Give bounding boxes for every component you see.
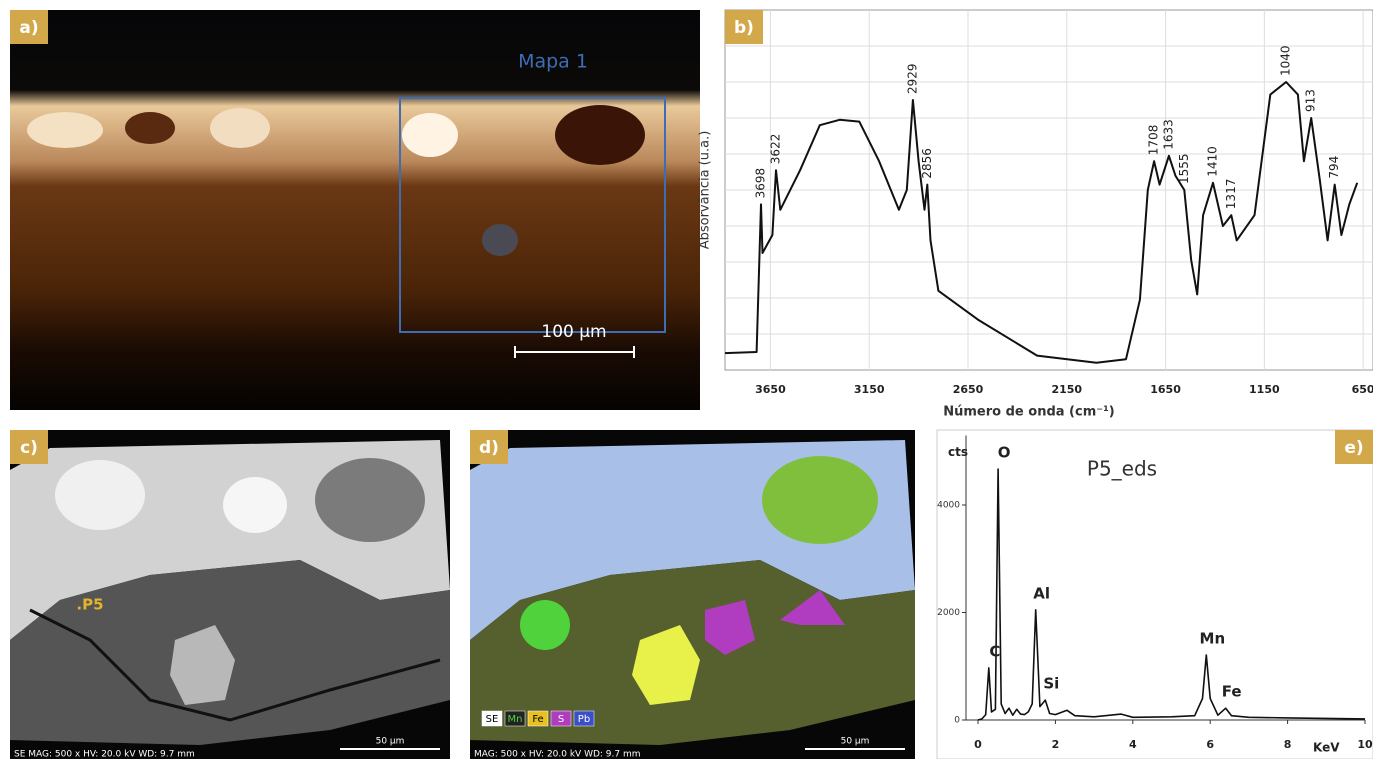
peak-label: Al xyxy=(1033,584,1050,602)
grain xyxy=(27,112,103,148)
grain xyxy=(780,590,845,625)
legend-swatch xyxy=(504,710,526,727)
legend-label: SE xyxy=(486,714,499,725)
grain xyxy=(402,113,458,157)
x-tick-label: 10 xyxy=(1357,738,1373,751)
panel-a: Mapa 1 100 µm a) xyxy=(10,10,700,410)
scale-label: 50 µm xyxy=(376,737,405,747)
peak-label: 1708 xyxy=(1147,125,1161,156)
y-tick-label: 0 xyxy=(954,716,960,726)
x-tick-label: 2150 xyxy=(1051,383,1082,396)
plot-frame xyxy=(936,429,1373,759)
grain xyxy=(125,112,175,144)
legend-swatch xyxy=(550,710,572,727)
grain xyxy=(482,224,518,256)
grain xyxy=(315,458,425,542)
x-axis-title: KeV xyxy=(1313,741,1340,755)
grain xyxy=(55,460,145,530)
peak-label: 1317 xyxy=(1224,179,1238,210)
panel-label-box xyxy=(1335,430,1373,464)
spectrum-line xyxy=(977,468,1366,721)
chart-title: P5_eds xyxy=(1087,457,1157,481)
peak-label: Si xyxy=(1043,675,1059,693)
micrograph xyxy=(10,10,700,410)
y-tick-label: 4000 xyxy=(937,501,960,511)
grain xyxy=(520,600,570,650)
panel-d: MAG: 500 x HV: 20.0 kV WD: 9.7 mm 50 µm … xyxy=(470,430,915,759)
legend-label: Mn xyxy=(508,714,523,725)
spectrum-line xyxy=(724,81,1359,364)
legend-label: Fe xyxy=(532,714,543,725)
x-tick-label: 8 xyxy=(1284,738,1292,751)
sem-info: MAG: 500 x HV: 20.0 kV WD: 9.7 mm xyxy=(474,750,641,759)
peak-label: 2929 xyxy=(905,63,919,94)
panel-label: e) xyxy=(1344,438,1363,458)
peak-label: 1633 xyxy=(1161,119,1175,150)
grain xyxy=(223,477,287,533)
y-axis-title: Absorvância (u.a.) xyxy=(698,131,713,250)
panel-c: .P5 SE MAG: 500 x HV: 20.0 kV WD: 9.7 mm… xyxy=(10,430,450,759)
y-axis-title: cts xyxy=(948,445,968,459)
grain xyxy=(762,456,878,544)
x-tick-label: 4 xyxy=(1129,738,1137,751)
peak-label: 1555 xyxy=(1177,153,1191,184)
peak-label: O xyxy=(998,443,1011,461)
peak-label: Fe xyxy=(1222,683,1242,701)
x-tick-label: 0 xyxy=(974,738,982,751)
legend-label: Pb xyxy=(578,714,590,725)
peak-label: 1040 xyxy=(1279,45,1293,76)
panel-label-box xyxy=(470,430,508,464)
x-tick-label: 2 xyxy=(1052,738,1060,751)
panel-label: c) xyxy=(20,438,38,458)
grain xyxy=(210,108,270,148)
panel-label-box xyxy=(10,430,48,464)
x-tick-label: 3150 xyxy=(854,383,885,396)
peak-label: 1410 xyxy=(1205,146,1219,177)
x-tick-label: 6 xyxy=(1206,738,1214,751)
grain xyxy=(705,600,755,655)
legend-label: S xyxy=(558,714,564,725)
peak-label: 3622 xyxy=(768,134,782,165)
panel-label: b) xyxy=(734,18,754,38)
scale-label: 100 µm xyxy=(541,322,606,342)
scale-label: 50 µm xyxy=(841,737,870,747)
peak-label: 794 xyxy=(1327,156,1341,179)
peak-label: 3698 xyxy=(753,168,767,199)
peak-label: 2856 xyxy=(920,148,934,179)
panel-label-box xyxy=(725,10,763,44)
legend-swatch xyxy=(527,710,549,727)
peak-label: C xyxy=(989,642,1000,660)
panel-label: d) xyxy=(479,438,499,458)
h-grid xyxy=(725,45,1373,335)
peak-label: 913 xyxy=(1304,89,1318,112)
x-tick-label: 1150 xyxy=(1249,383,1280,396)
grain xyxy=(170,625,235,705)
crack xyxy=(29,608,441,722)
x-tick-label: 3650 xyxy=(755,383,786,396)
panel-label: a) xyxy=(19,18,38,38)
x-tick-label: 650 xyxy=(1352,383,1373,396)
map-label: Mapa 1 xyxy=(518,51,588,73)
x-axis-title: Número de onda (cm⁻¹) xyxy=(943,405,1115,420)
legend-swatch xyxy=(573,710,595,727)
peak-label: Mn xyxy=(1200,629,1226,647)
sem-info: SE MAG: 500 x HV: 20.0 kV WD: 9.7 mm xyxy=(14,750,195,759)
grain xyxy=(555,105,645,165)
panel-label-box xyxy=(10,10,48,44)
x-tick-label: 2650 xyxy=(953,383,984,396)
point-label: .P5 xyxy=(76,596,103,614)
panel-b xyxy=(724,9,1373,371)
grain xyxy=(632,625,700,705)
y-tick-label: 2000 xyxy=(937,608,960,618)
x-tick-label: 1650 xyxy=(1150,383,1181,396)
legend-swatch xyxy=(481,710,503,727)
map-region xyxy=(399,97,666,333)
